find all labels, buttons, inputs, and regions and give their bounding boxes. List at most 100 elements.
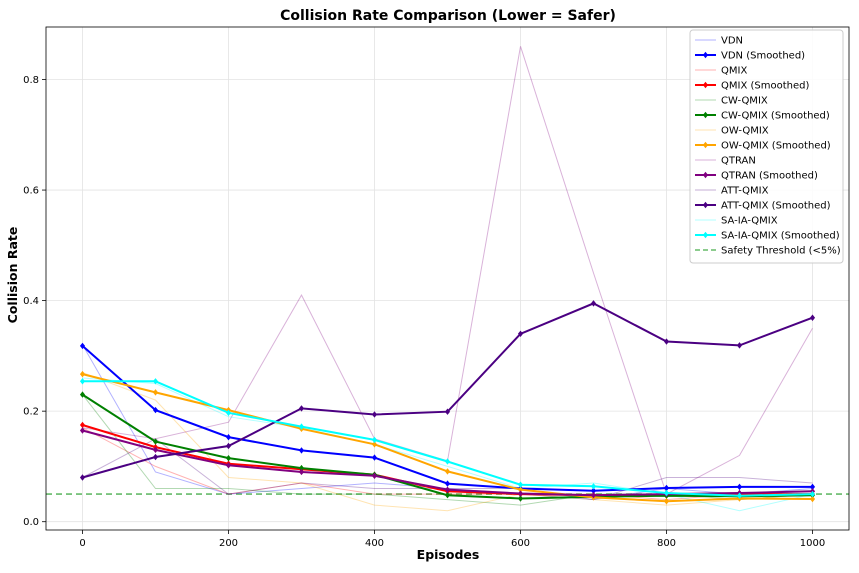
qtran-smoothed-point bbox=[225, 462, 232, 469]
att-qmix-smoothed-point bbox=[663, 338, 670, 345]
vdn-smoothed-point bbox=[225, 433, 232, 441]
legend-marker-ow-qmix-smoothed bbox=[702, 141, 709, 149]
att-qmix-smoothed-series bbox=[79, 300, 816, 481]
ow-qmix-smoothed-point bbox=[79, 370, 86, 378]
ow-qmix-smoothed-point bbox=[517, 486, 524, 493]
legend-marker-sa-ia-qmix-smoothed bbox=[702, 231, 709, 239]
x-tick-label: 600 bbox=[511, 538, 530, 549]
sa-ia-qmix-smoothed-point bbox=[663, 489, 670, 497]
sa-ia-qmix-smoothed-point bbox=[809, 490, 816, 498]
vdn-smoothed-point bbox=[663, 484, 670, 492]
ow-qmix-smoothed-point bbox=[152, 389, 159, 396]
tick-layer: 0 200 400 600 800 1000 0.0 0.2 0.4 0.6 0.8 bbox=[23, 75, 825, 549]
vdn-smoothed-point bbox=[736, 483, 743, 491]
x-tick-label: 200 bbox=[219, 538, 238, 549]
x-tick-label: 0 bbox=[79, 538, 85, 549]
y-tick-label: 0.0 bbox=[23, 517, 39, 528]
legend-marker-qmix-smoothed bbox=[702, 81, 709, 89]
sa-ia-qmix-smoothed-point bbox=[517, 481, 524, 488]
sa-ia-qmix-smoothed-point bbox=[371, 436, 378, 444]
vdn-smoothed-point bbox=[152, 406, 159, 414]
legend-label-qmix-smoothed: QMIX (Smoothed) bbox=[721, 81, 809, 92]
legend-label-ow-qmix-smoothed: OW-QMIX (Smoothed) bbox=[721, 141, 831, 152]
legend-marker-qtran-smoothed bbox=[702, 171, 709, 179]
legend-marker-att-qmix-smoothed bbox=[702, 201, 709, 209]
x-axis-label: Episodes bbox=[417, 547, 480, 562]
y-tick-label: 0.2 bbox=[23, 407, 39, 418]
legend-label-vdn-smoothed: VDN (Smoothed) bbox=[721, 51, 805, 62]
att-qmix-smoothed-point bbox=[444, 408, 451, 415]
legend-marker-cw-qmix-smoothed bbox=[702, 111, 709, 119]
vdn-smoothed-point bbox=[371, 454, 378, 461]
legend-marker-vdn-smoothed bbox=[702, 51, 709, 59]
qtran-smoothed-point bbox=[371, 472, 378, 480]
ow-qmix-smoothed-point bbox=[371, 441, 378, 448]
att-qmix-smoothed-point bbox=[371, 411, 378, 418]
sa-ia-qmix-smoothed-point bbox=[444, 458, 451, 465]
att-qmix-smoothed-point bbox=[736, 342, 743, 349]
cw-qmix-smoothed-point bbox=[444, 491, 451, 499]
cw-qmix-smoothed-point bbox=[225, 454, 232, 462]
plot-frame bbox=[45, 26, 850, 531]
att-qmix-smoothed-point bbox=[590, 300, 597, 307]
cw-qmix-smoothed-point bbox=[79, 391, 86, 398]
x-tick-label: 800 bbox=[657, 538, 676, 549]
legend-label-ow-qmix: OW-QMIX bbox=[721, 126, 769, 137]
legend-label-cw-qmix: CW-QMIX bbox=[721, 96, 768, 107]
legend-label-att-qmix: ATT-QMIX bbox=[721, 186, 769, 197]
x-tick-label: 400 bbox=[365, 538, 384, 549]
sa-ia-qmix-smoothed-series bbox=[79, 378, 816, 499]
y-tick-label: 0.6 bbox=[23, 186, 39, 197]
vdn-smoothed-series bbox=[79, 342, 816, 494]
vdn-smoothed-point bbox=[79, 342, 86, 350]
sa-ia-qmix-smoothed-point bbox=[298, 423, 305, 430]
ow-qmix-smoothed-point bbox=[663, 498, 670, 505]
legend: VDN VDN (Smoothed) QMIX QMIX (Smoothed) CW-Q… bbox=[689, 29, 844, 264]
legend-label-qtran-smoothed: QTRAN (Smoothed) bbox=[721, 171, 818, 182]
att-qmix-smoothed-point bbox=[809, 314, 816, 321]
ow-qmix-smoothed-point bbox=[444, 468, 451, 475]
sa-ia-qmix-smoothed-point bbox=[736, 492, 743, 499]
y-axis-label: Collision Rate bbox=[5, 227, 20, 324]
legend-label-att-qmix-smoothed: ATT-QMIX (Smoothed) bbox=[721, 201, 831, 212]
qtran-smoothed-point bbox=[517, 490, 524, 497]
chart-title: Collision Rate Comparison (Lower = Safer… bbox=[280, 8, 616, 24]
legend-label-sa-ia-qmix: SA-IA-QMIX bbox=[721, 216, 778, 227]
qtran-smoothed-point bbox=[152, 446, 159, 454]
vdn-smoothed-point bbox=[444, 480, 451, 487]
att-qmix-smoothed-point bbox=[225, 442, 232, 450]
att-qmix-smoothed-point bbox=[517, 330, 524, 337]
legend-label-cw-qmix-smoothed: CW-QMIX (Smoothed) bbox=[721, 111, 830, 122]
legend-label-safety-threshold-5: Safety Threshold (<5%) bbox=[721, 246, 841, 257]
vdn-smoothed-point bbox=[809, 483, 816, 491]
att-qmix-smoothed-point bbox=[298, 405, 305, 412]
vdn-smoothed-point bbox=[298, 447, 305, 454]
vdn-smoothed-point bbox=[590, 487, 597, 494]
legend-label-qmix: QMIX bbox=[721, 66, 747, 77]
qtran-smoothed-point bbox=[444, 486, 451, 493]
qtran-smoothed-point bbox=[298, 468, 305, 476]
x-tick-label: 1000 bbox=[800, 538, 825, 549]
qmix-smoothed-point bbox=[79, 421, 86, 429]
ow-qmix-smoothed-point bbox=[809, 495, 816, 503]
legend-label-qtran: QTRAN bbox=[721, 156, 756, 167]
legend-label-sa-ia-qmix-smoothed: SA-IA-QMIX (Smoothed) bbox=[721, 231, 840, 242]
sa-ia-qmix-smoothed-point bbox=[79, 378, 86, 385]
smoothed-series-layer bbox=[79, 300, 816, 505]
cw-qmix-smoothed-point bbox=[517, 495, 524, 502]
cw-qmix-smoothed-point bbox=[298, 464, 305, 472]
att-qmix-smoothed-point bbox=[152, 453, 159, 461]
y-tick-label: 0.8 bbox=[23, 75, 39, 86]
sa-ia-qmix-smoothed-point bbox=[225, 409, 232, 417]
legend-box bbox=[689, 29, 844, 264]
qtran-smoothed-point bbox=[79, 427, 86, 434]
sa-ia-qmix-smoothed-point bbox=[152, 378, 159, 385]
cw-qmix-smoothed-point bbox=[152, 438, 159, 445]
att-qmix-smoothed-point bbox=[79, 474, 86, 481]
legend-label-vdn: VDN bbox=[721, 36, 743, 47]
qtran-smoothed-point bbox=[590, 491, 597, 499]
sa-ia-qmix-smoothed-point bbox=[590, 483, 597, 490]
y-tick-label: 0.4 bbox=[23, 296, 39, 307]
